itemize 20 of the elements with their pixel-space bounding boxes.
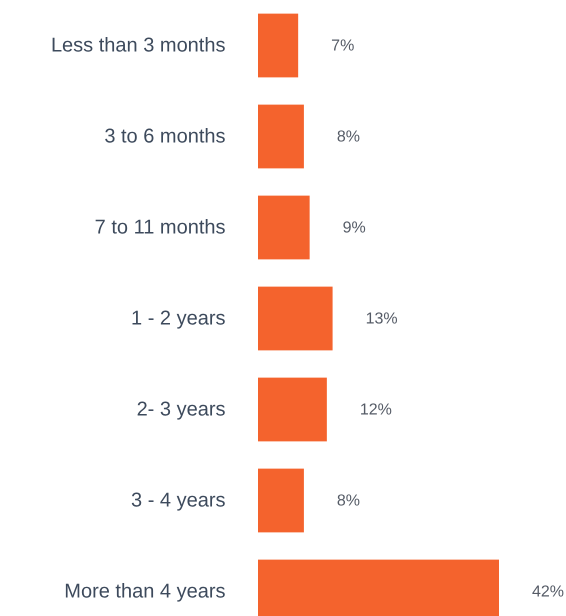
data-label: 12% — [360, 402, 392, 418]
y-tick-label: 3 to 6 months — [104, 126, 226, 148]
y-tick-label: More than 4 years — [64, 580, 226, 602]
data-label: 8% — [336, 492, 360, 510]
data-label: 7% — [331, 38, 354, 54]
bar — [258, 104, 304, 168]
bar — [258, 14, 298, 78]
bar — [258, 378, 327, 442]
data-label: 8% — [336, 128, 360, 146]
y-tick-label: 1 - 2 years — [131, 308, 226, 330]
y-tick-label: 3 - 4 years — [131, 490, 226, 512]
data-label: 13% — [366, 310, 398, 328]
data-label: 9% — [342, 220, 366, 236]
bar — [258, 468, 304, 532]
y-tick-label: 7 to 11 months — [94, 216, 226, 238]
bar — [258, 196, 310, 260]
y-tick-label: 2- 3 years — [136, 398, 226, 420]
data-label: 42% — [532, 584, 564, 600]
bar — [258, 286, 333, 350]
y-tick-label: Less than 3 months — [50, 34, 226, 56]
